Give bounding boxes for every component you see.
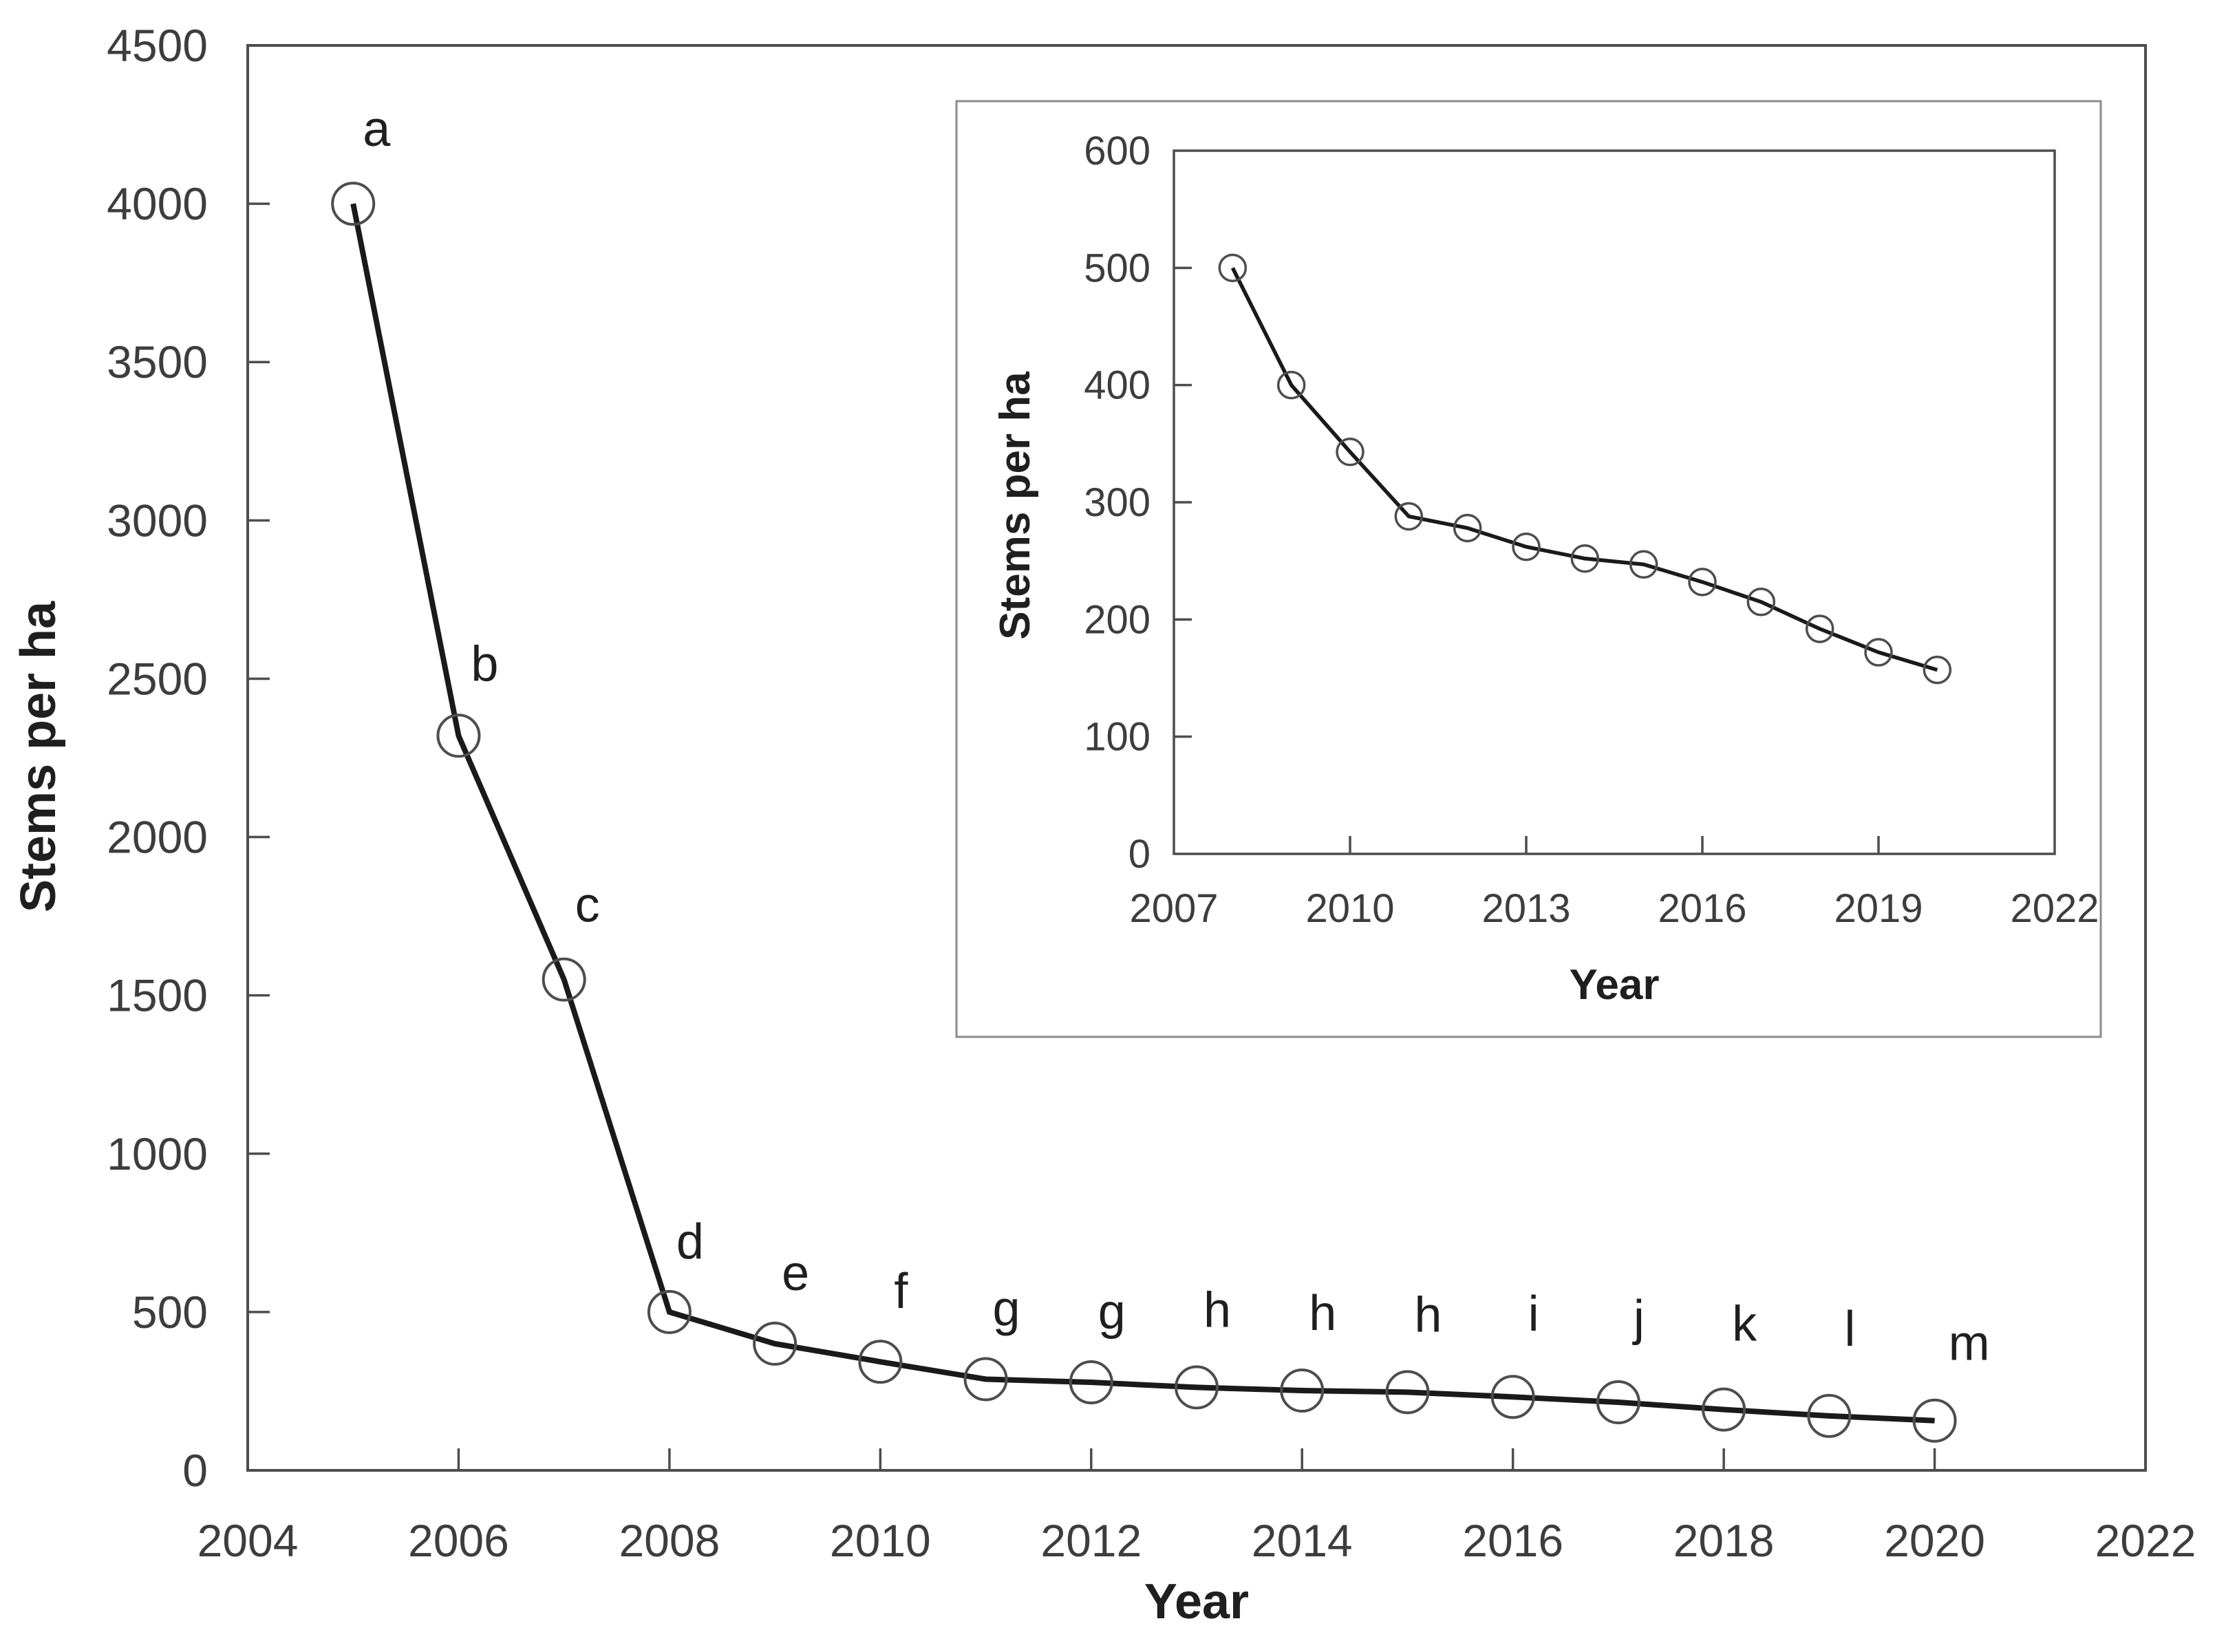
main-x-axis: 2004 2006 2008 2010 2012 2014 2016 2018 2020 2022 <box>197 1448 2196 1566</box>
y-tick-label: 1000 <box>107 1128 208 1179</box>
y-tick-label: 2000 <box>107 812 208 863</box>
y-tick-label: 4500 <box>107 20 208 71</box>
point-label: d <box>676 1214 704 1269</box>
data-point <box>1512 532 1541 561</box>
point-label: g <box>993 1281 1020 1336</box>
point-label: h <box>1309 1286 1336 1341</box>
y-tick-label: 0 <box>182 1445 208 1496</box>
main-y-axis-title: Stems per ha <box>11 601 66 912</box>
data-point <box>542 957 586 1002</box>
x-tick-label: 2010 <box>830 1515 931 1566</box>
y-tick-label: 2500 <box>107 653 208 704</box>
y-tick-label: 100 <box>1084 715 1151 760</box>
x-tick-label: 2006 <box>408 1515 509 1566</box>
data-point <box>1596 1380 1640 1425</box>
data-point <box>436 714 481 758</box>
point-label: h <box>1414 1287 1442 1342</box>
data-point <box>1218 253 1248 283</box>
x-tick-label: 2016 <box>1462 1515 1563 1566</box>
data-point <box>1490 1375 1535 1419</box>
main-x-axis-title: Year <box>1144 1574 1249 1629</box>
x-tick-label: 2013 <box>1481 886 1570 931</box>
point-label: i <box>1528 1287 1539 1342</box>
inset-x-axis: 2007 2010 2013 2016 2019 2022 <box>1129 836 2099 931</box>
x-tick-label: 2008 <box>619 1515 720 1566</box>
y-tick-label: 600 <box>1084 129 1151 173</box>
data-point <box>647 1289 692 1334</box>
y-tick-label: 3000 <box>107 495 208 546</box>
data-point <box>1276 370 1306 400</box>
point-label: f <box>894 1264 908 1319</box>
inset-x-axis-title: Year <box>1569 961 1659 1009</box>
data-point <box>1702 1387 1746 1432</box>
x-tick-label: 2022 <box>2095 1515 2196 1566</box>
x-tick-label: 2004 <box>197 1515 299 1566</box>
x-tick-label: 2016 <box>1658 886 1746 931</box>
y-tick-label: 400 <box>1084 363 1151 408</box>
x-tick-label: 2020 <box>1884 1515 1985 1566</box>
data-point <box>1807 1393 1852 1438</box>
data-point <box>1629 550 1658 579</box>
series-line <box>350 203 1935 1424</box>
y-tick-label: 1500 <box>107 970 208 1021</box>
data-point <box>331 182 376 226</box>
x-tick-label: 2019 <box>1834 886 1923 931</box>
data-point <box>1394 502 1424 531</box>
x-tick-label: 2014 <box>1252 1515 1353 1566</box>
point-label: c <box>575 878 600 933</box>
data-point <box>1746 588 1776 616</box>
main-y-axis: 0 500 1000 1500 2000 2500 3000 3500 4000 4500 <box>107 20 270 1496</box>
point-label: l <box>1844 1302 1855 1357</box>
point-label: b <box>471 636 498 691</box>
point-label: g <box>1098 1285 1126 1340</box>
data-point <box>1336 438 1365 466</box>
data-point <box>1688 568 1717 597</box>
data-point <box>1864 638 1893 667</box>
point-label: h <box>1203 1283 1231 1338</box>
main-series: a b c d e f g g h h h i j k l m <box>331 102 1990 1443</box>
data-point <box>1805 614 1834 643</box>
series-line <box>1230 267 1938 672</box>
data-point <box>1175 1365 1219 1410</box>
y-tick-label: 300 <box>1084 480 1151 525</box>
data-point <box>858 1340 903 1384</box>
x-tick-label: 2022 <box>2010 886 2099 931</box>
data-point <box>1453 513 1482 543</box>
point-label: a <box>363 102 391 157</box>
point-label: j <box>1632 1291 1645 1346</box>
data-point <box>963 1357 1008 1402</box>
data-point <box>753 1321 798 1366</box>
inset-series <box>1218 253 1952 685</box>
inset-y-axis: 0 100 200 300 400 500 600 <box>1084 129 1192 877</box>
data-point <box>1923 655 1952 685</box>
data-point <box>1570 544 1600 573</box>
data-point <box>1385 1370 1430 1415</box>
x-tick-label: 2018 <box>1673 1515 1775 1566</box>
x-tick-label: 2012 <box>1040 1515 1142 1566</box>
x-tick-label: 2010 <box>1305 886 1394 931</box>
data-point <box>1069 1360 1113 1405</box>
y-tick-label: 500 <box>1084 246 1151 290</box>
y-tick-label: 3500 <box>107 336 208 387</box>
y-tick-label: 200 <box>1084 597 1151 642</box>
y-tick-label: 500 <box>132 1287 208 1338</box>
point-label: k <box>1732 1297 1757 1352</box>
inset-y-axis-title: Stems per ha <box>992 372 1039 640</box>
main-plot-frame <box>246 44 2147 1472</box>
x-tick-label: 2007 <box>1129 886 1218 931</box>
inset-outer-frame <box>955 100 2102 1038</box>
point-label: e <box>782 1246 809 1301</box>
y-tick-label: 4000 <box>107 178 208 229</box>
data-point <box>1912 1398 1957 1443</box>
point-label: m <box>1949 1316 1990 1371</box>
data-point <box>1280 1369 1325 1413</box>
inset-chart: 0 100 200 300 400 500 600 2007 2010 2013 2016 2019… <box>955 100 2102 1038</box>
y-tick-label: 0 <box>1128 832 1151 877</box>
